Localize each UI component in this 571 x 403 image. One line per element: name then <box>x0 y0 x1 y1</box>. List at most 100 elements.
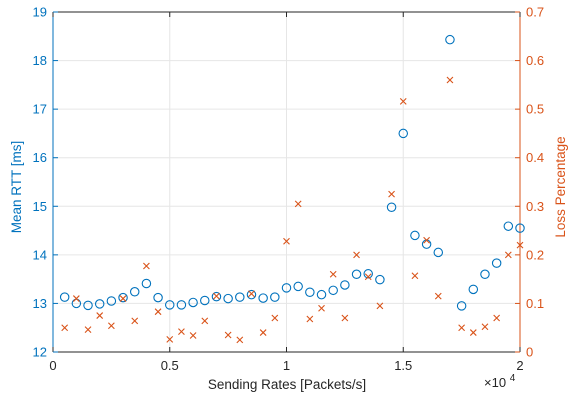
y-axis-title-right: Loss Percentage <box>553 136 568 237</box>
x-tick-label: 0 <box>49 358 56 373</box>
tick-labels: 0 0.5 1 1.5 2 12 13 14 15 16 17 18 19 0 0.1 0.2 0.3 0.4 0.… <box>33 5 545 374</box>
rtt-point <box>515 223 525 233</box>
loss-point <box>469 329 477 336</box>
loss-point <box>61 324 69 332</box>
loss-point <box>458 324 466 332</box>
gridlines <box>53 12 520 352</box>
loss-point <box>318 304 325 312</box>
loss-point <box>259 329 267 336</box>
loss-point <box>72 295 80 302</box>
loss-point <box>376 302 384 310</box>
loss-point <box>143 262 150 270</box>
rtt-point <box>421 239 432 249</box>
rtt-point <box>398 128 408 139</box>
loss-point <box>107 322 115 330</box>
loss-point <box>189 332 197 339</box>
loss-point <box>399 97 407 105</box>
rtt-point <box>480 269 490 280</box>
rtt-point <box>246 289 257 300</box>
rtt-point <box>165 300 175 310</box>
rtt-point <box>129 287 140 297</box>
rtt-point <box>293 281 303 292</box>
loss-point <box>353 251 360 259</box>
loss-point <box>131 317 139 325</box>
x-tick-label: 1.5 <box>394 358 412 373</box>
rtt-point <box>363 269 373 279</box>
loss-point <box>516 241 524 249</box>
loss-point <box>329 270 337 278</box>
rtt-point <box>351 269 362 280</box>
y-right-tick-label: 0.7 <box>526 5 544 20</box>
rtt-point <box>410 230 420 241</box>
loss-point <box>178 328 185 335</box>
loss-point <box>504 251 512 259</box>
y-left-tick-label: 13 <box>33 296 47 311</box>
loss-point <box>306 315 314 323</box>
rtt-point <box>491 258 502 268</box>
rtt-point <box>176 300 187 310</box>
y-left-tick-label: 17 <box>33 102 47 117</box>
loss-point <box>236 336 244 344</box>
x-tick-label: 2 <box>516 358 523 373</box>
plot-area <box>52 11 521 353</box>
loss-point <box>411 272 419 280</box>
x-tick-label: 0.5 <box>161 358 179 373</box>
rtt-point <box>328 285 338 296</box>
loss-point <box>213 292 220 300</box>
y-axis-title-left: Mean RTT [ms] <box>9 141 24 234</box>
loss-point <box>201 317 209 325</box>
loss-point <box>423 236 430 244</box>
y-right-tick-label: 0.4 <box>526 150 544 165</box>
loss-point <box>224 331 232 339</box>
rtt-series <box>59 34 525 311</box>
rtt-point <box>83 300 93 311</box>
x-axis-title: Sending Rates [Packets/s] <box>208 377 366 392</box>
loss-point <box>271 314 279 322</box>
rtt-point <box>200 295 210 306</box>
rtt-point <box>153 292 163 303</box>
rtt-point <box>503 221 514 231</box>
y-left-tick-label: 15 <box>33 199 47 214</box>
rtt-point <box>223 293 233 304</box>
y-left-tick-label: 12 <box>33 345 47 360</box>
axis-ticks <box>52 11 521 353</box>
loss-point <box>388 190 395 198</box>
y-right-tick-label: 0.6 <box>526 53 544 68</box>
y-left-tick-label: 16 <box>33 150 47 165</box>
rtt-point <box>94 299 105 309</box>
y-left-tick-label: 18 <box>33 53 47 68</box>
data-marks <box>59 34 525 344</box>
loss-point <box>248 290 255 298</box>
loss-point <box>493 314 501 322</box>
y-right-tick-label: 0.1 <box>526 296 544 311</box>
rtt-point <box>468 284 479 295</box>
loss-point <box>283 237 290 245</box>
rtt-point <box>235 292 245 302</box>
loss-point <box>166 335 174 343</box>
loss-point <box>96 312 104 319</box>
rtt-point <box>118 292 128 303</box>
loss-point <box>341 314 349 322</box>
rtt-point <box>456 301 467 311</box>
rtt-point <box>340 280 350 290</box>
rtt-point <box>433 247 444 258</box>
rtt-point <box>305 287 315 298</box>
rtt-point <box>211 291 222 302</box>
loss-point <box>154 308 162 316</box>
loss-point <box>364 273 372 281</box>
rtt-point <box>188 297 198 308</box>
y-left-tick-label: 19 <box>33 5 47 20</box>
rtt-point <box>316 289 327 300</box>
y-right-tick-label: 0.5 <box>526 102 544 117</box>
rtt-point <box>270 292 280 302</box>
x-exponent-base: ×10 <box>484 375 506 390</box>
rtt-point <box>106 296 117 306</box>
loss-point <box>434 292 442 300</box>
loss-point <box>84 326 92 334</box>
rtt-point <box>141 278 152 289</box>
y-left-tick-label: 14 <box>33 247 47 262</box>
y-right-tick-label: 0.3 <box>526 199 544 214</box>
rtt-point <box>258 293 268 303</box>
loss-series <box>61 76 524 344</box>
